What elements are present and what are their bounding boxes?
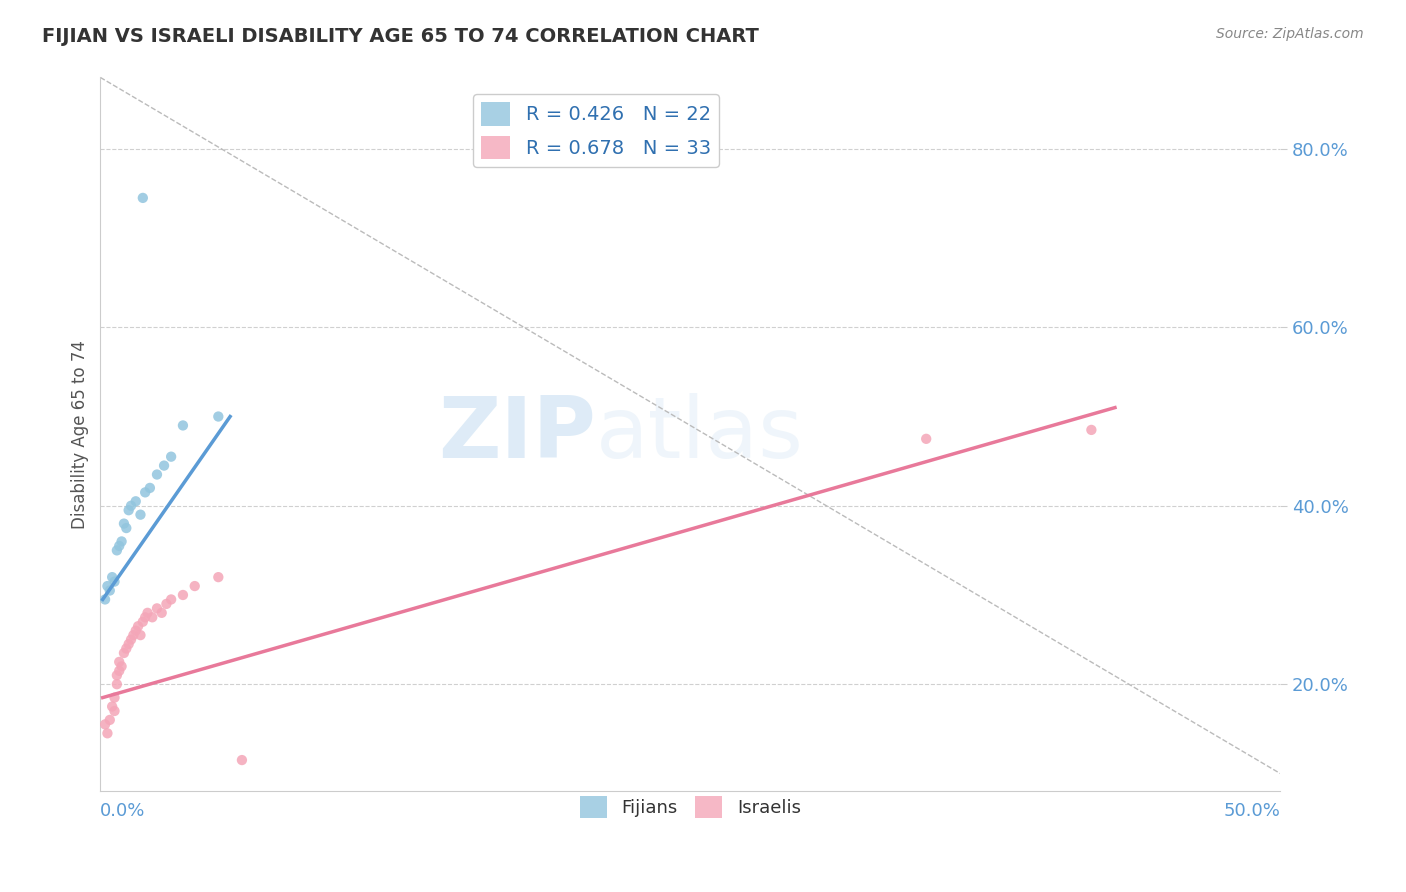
Point	[132, 615, 155, 629]
Point	[115, 641, 138, 656]
Y-axis label: Disability Age 65 to 74: Disability Age 65 to 74	[72, 340, 89, 529]
Point	[103, 574, 125, 589]
Point	[103, 704, 125, 718]
Point	[122, 628, 145, 642]
Point	[160, 450, 183, 464]
Point	[110, 534, 132, 549]
Point	[172, 418, 194, 433]
Point	[115, 521, 138, 535]
Point	[1080, 423, 1102, 437]
Point	[108, 655, 131, 669]
Point	[118, 637, 141, 651]
Point	[134, 610, 156, 624]
Point	[125, 494, 148, 508]
Point	[136, 606, 159, 620]
Point	[915, 432, 938, 446]
Legend: Fijians, Israelis: Fijians, Israelis	[572, 789, 808, 825]
Point	[153, 458, 176, 473]
Point	[108, 539, 131, 553]
Text: FIJIAN VS ISRAELI DISABILITY AGE 65 TO 74 CORRELATION CHART: FIJIAN VS ISRAELI DISABILITY AGE 65 TO 7…	[42, 27, 759, 45]
Point	[101, 570, 124, 584]
Point	[118, 503, 141, 517]
Text: 0.0%: 0.0%	[100, 803, 146, 821]
Point	[96, 579, 118, 593]
Point	[231, 753, 253, 767]
Point	[120, 632, 142, 647]
Point	[184, 579, 207, 593]
Text: 50.0%: 50.0%	[1223, 803, 1279, 821]
Point	[129, 628, 152, 642]
Point	[141, 610, 163, 624]
Point	[105, 543, 128, 558]
Point	[127, 619, 149, 633]
Point	[108, 664, 131, 678]
Point	[101, 699, 124, 714]
Point	[105, 677, 128, 691]
Point	[134, 485, 156, 500]
Point	[98, 713, 121, 727]
Point	[103, 690, 125, 705]
Point	[129, 508, 152, 522]
Point	[207, 570, 229, 584]
Point	[94, 717, 117, 731]
Point	[155, 597, 177, 611]
Point	[96, 726, 118, 740]
Point	[98, 583, 121, 598]
Point	[125, 624, 148, 638]
Text: atlas: atlas	[596, 392, 804, 475]
Text: Source: ZipAtlas.com: Source: ZipAtlas.com	[1216, 27, 1364, 41]
Point	[112, 516, 135, 531]
Point	[112, 646, 135, 660]
Point	[132, 191, 155, 205]
Point	[146, 601, 169, 615]
Point	[110, 659, 132, 673]
Point	[150, 606, 173, 620]
Point	[160, 592, 183, 607]
Point	[94, 592, 117, 607]
Point	[105, 668, 128, 682]
Point	[207, 409, 229, 424]
Point	[139, 481, 162, 495]
Point	[120, 499, 142, 513]
Text: ZIP: ZIP	[439, 392, 596, 475]
Point	[146, 467, 169, 482]
Point	[172, 588, 194, 602]
